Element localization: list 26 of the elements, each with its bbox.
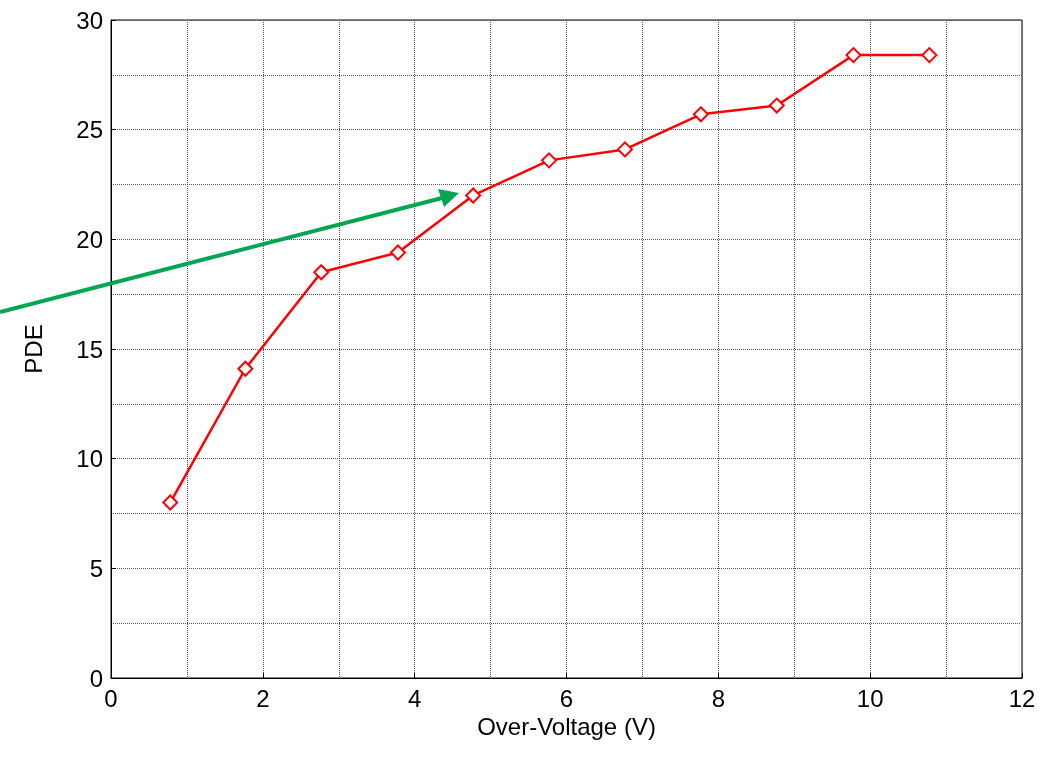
x-tick-label: 12 [1008, 684, 1036, 712]
y-tick-label: 20 [76, 225, 103, 253]
y-tick-label: 10 [76, 445, 103, 473]
y-tick-label: 30 [76, 6, 103, 34]
point [845, 47, 862, 64]
point [616, 141, 633, 158]
y-tick-label: 25 [76, 116, 103, 144]
point [389, 244, 406, 261]
y-axis-title: PDE [19, 324, 47, 374]
y-tick-label: 0 [89, 664, 103, 692]
x-tick-label: 6 [559, 684, 574, 712]
point [465, 187, 482, 204]
x-tick-label: 8 [711, 684, 726, 712]
x-tick-label: 2 [256, 684, 270, 712]
y-tick-label: 15 [76, 335, 103, 363]
point [768, 97, 785, 114]
x-tick-label: 4 [407, 684, 422, 712]
point [921, 47, 938, 64]
point [541, 152, 558, 169]
y-tick-label: 5 [89, 554, 103, 582]
point [313, 264, 330, 281]
point [692, 106, 709, 123]
point [162, 494, 179, 511]
x-axis-title: Over-Voltage (V) [477, 713, 656, 741]
point [237, 360, 254, 377]
x-tick-label: 10 [856, 684, 884, 712]
